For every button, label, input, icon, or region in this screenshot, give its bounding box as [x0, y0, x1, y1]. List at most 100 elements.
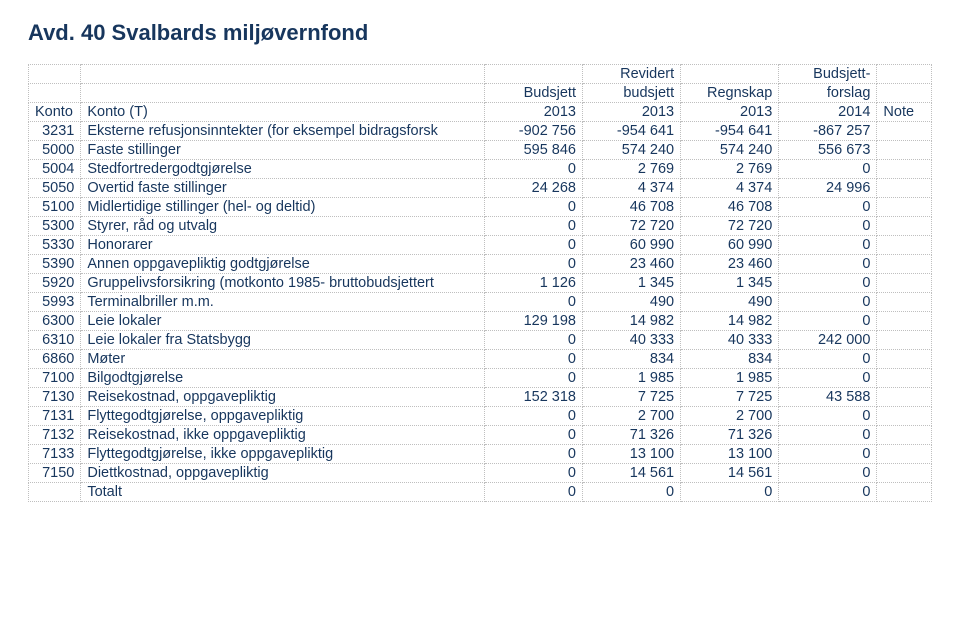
cell-note	[877, 407, 932, 426]
table-row: 7132Reisekostnad, ikke oppgavepliktig071…	[29, 426, 932, 445]
header-row-2: Budsjett budsjett Regnskap forslag	[29, 84, 932, 103]
cell-regnskap-2013: 7 725	[681, 388, 779, 407]
cell-text: Annen oppgavepliktig godtgjørelse	[81, 255, 485, 274]
cell-budsjett-2013: 0	[484, 407, 582, 426]
cell-text: Diettkostnad, oppgavepliktig	[81, 464, 485, 483]
cell-text: Reisekostnad, oppgavepliktig	[81, 388, 485, 407]
header-row-3: Konto Konto (T) 2013 2013 2013 2014 Note	[29, 103, 932, 122]
h2c5: forslag	[779, 84, 877, 103]
h3c6: Note	[877, 103, 932, 122]
cell-note	[877, 160, 932, 179]
h1c5: Budsjett-	[779, 65, 877, 84]
cell-revidert-2013: 4 374	[582, 179, 680, 198]
cell-konto: 6300	[29, 312, 81, 331]
h1c0	[29, 65, 81, 84]
cell-note	[877, 274, 932, 293]
cell-note	[877, 350, 932, 369]
cell-regnskap-2013: 490	[681, 293, 779, 312]
cell-note	[877, 236, 932, 255]
cell-regnskap-2013: 13 100	[681, 445, 779, 464]
cell-revidert-2013: 574 240	[582, 141, 680, 160]
cell-konto: 5920	[29, 274, 81, 293]
cell-forslag-2014: 0	[779, 464, 877, 483]
cell-text: Leie lokaler fra Statsbygg	[81, 331, 485, 350]
cell-text: Gruppelivsforsikring (motkonto 1985- bru…	[81, 274, 485, 293]
cell-revidert-2013: 60 990	[582, 236, 680, 255]
cell-text: Eksterne refusjonsinntekter (for eksempe…	[81, 122, 485, 141]
cell-total-a: 0	[484, 483, 582, 502]
cell-note	[877, 312, 932, 331]
h2c2: Budsjett	[484, 84, 582, 103]
cell-budsjett-2013: 595 846	[484, 141, 582, 160]
cell-budsjett-2013: 0	[484, 426, 582, 445]
cell-konto	[29, 483, 81, 502]
cell-forslag-2014: 0	[779, 407, 877, 426]
cell-konto: 5004	[29, 160, 81, 179]
cell-regnskap-2013: 14 561	[681, 464, 779, 483]
table-row: 5993Terminalbriller m.m.04904900	[29, 293, 932, 312]
cell-regnskap-2013: 1 985	[681, 369, 779, 388]
cell-konto: 5300	[29, 217, 81, 236]
cell-note	[877, 217, 932, 236]
total-row: Totalt0000	[29, 483, 932, 502]
cell-konto: 5993	[29, 293, 81, 312]
h3c0: Konto	[29, 103, 81, 122]
cell-forslag-2014: 0	[779, 217, 877, 236]
cell-forslag-2014: 24 996	[779, 179, 877, 198]
cell-note	[877, 122, 932, 141]
cell-total-b: 0	[582, 483, 680, 502]
cell-regnskap-2013: 72 720	[681, 217, 779, 236]
cell-note	[877, 293, 932, 312]
cell-revidert-2013: 40 333	[582, 331, 680, 350]
cell-text: Terminalbriller m.m.	[81, 293, 485, 312]
h3c1: Konto (T)	[81, 103, 485, 122]
cell-regnskap-2013: 40 333	[681, 331, 779, 350]
cell-regnskap-2013: 1 345	[681, 274, 779, 293]
cell-note	[877, 369, 932, 388]
cell-budsjett-2013: 0	[484, 464, 582, 483]
cell-budsjett-2013: 0	[484, 255, 582, 274]
cell-revidert-2013: 490	[582, 293, 680, 312]
table-row: 3231Eksterne refusjonsinntekter (for eks…	[29, 122, 932, 141]
cell-forslag-2014: 0	[779, 236, 877, 255]
cell-note	[877, 483, 932, 502]
cell-text: Møter	[81, 350, 485, 369]
cell-budsjett-2013: 152 318	[484, 388, 582, 407]
cell-text: Overtid faste stillinger	[81, 179, 485, 198]
h2c1	[81, 84, 485, 103]
cell-text: Honorarer	[81, 236, 485, 255]
table-row: 5390Annen oppgavepliktig godtgjørelse023…	[29, 255, 932, 274]
table-row: 5920Gruppelivsforsikring (motkonto 1985-…	[29, 274, 932, 293]
cell-revidert-2013: 1 345	[582, 274, 680, 293]
cell-budsjett-2013: 0	[484, 160, 582, 179]
cell-konto: 5100	[29, 198, 81, 217]
table-row: 5100Midlertidige stillinger (hel- og del…	[29, 198, 932, 217]
cell-forslag-2014: 0	[779, 426, 877, 445]
cell-budsjett-2013: 0	[484, 198, 582, 217]
cell-revidert-2013: 71 326	[582, 426, 680, 445]
cell-total-label: Totalt	[81, 483, 485, 502]
cell-regnskap-2013: 2 700	[681, 407, 779, 426]
table-row: 6310Leie lokaler fra Statsbygg040 33340 …	[29, 331, 932, 350]
cell-budsjett-2013: 0	[484, 369, 582, 388]
h1c1	[81, 65, 485, 84]
cell-note	[877, 179, 932, 198]
cell-konto: 7150	[29, 464, 81, 483]
cell-budsjett-2013: 1 126	[484, 274, 582, 293]
cell-forslag-2014: 0	[779, 293, 877, 312]
cell-regnskap-2013: 2 769	[681, 160, 779, 179]
h1c4	[681, 65, 779, 84]
h2c6	[877, 84, 932, 103]
table-row: 7133Flyttegodtgjørelse, ikke oppgaveplik…	[29, 445, 932, 464]
h2c0	[29, 84, 81, 103]
cell-konto: 5390	[29, 255, 81, 274]
h3c4: 2013	[681, 103, 779, 122]
page-title: Avd. 40 Svalbards miljøvernfond	[28, 20, 932, 46]
cell-konto: 5000	[29, 141, 81, 160]
cell-revidert-2013: 2 769	[582, 160, 680, 179]
cell-revidert-2013: -954 641	[582, 122, 680, 141]
cell-regnskap-2013: 46 708	[681, 198, 779, 217]
cell-konto: 6860	[29, 350, 81, 369]
cell-budsjett-2013: 0	[484, 217, 582, 236]
budget-table: Revidert Budsjett- Budsjett budsjett Reg…	[28, 64, 932, 502]
